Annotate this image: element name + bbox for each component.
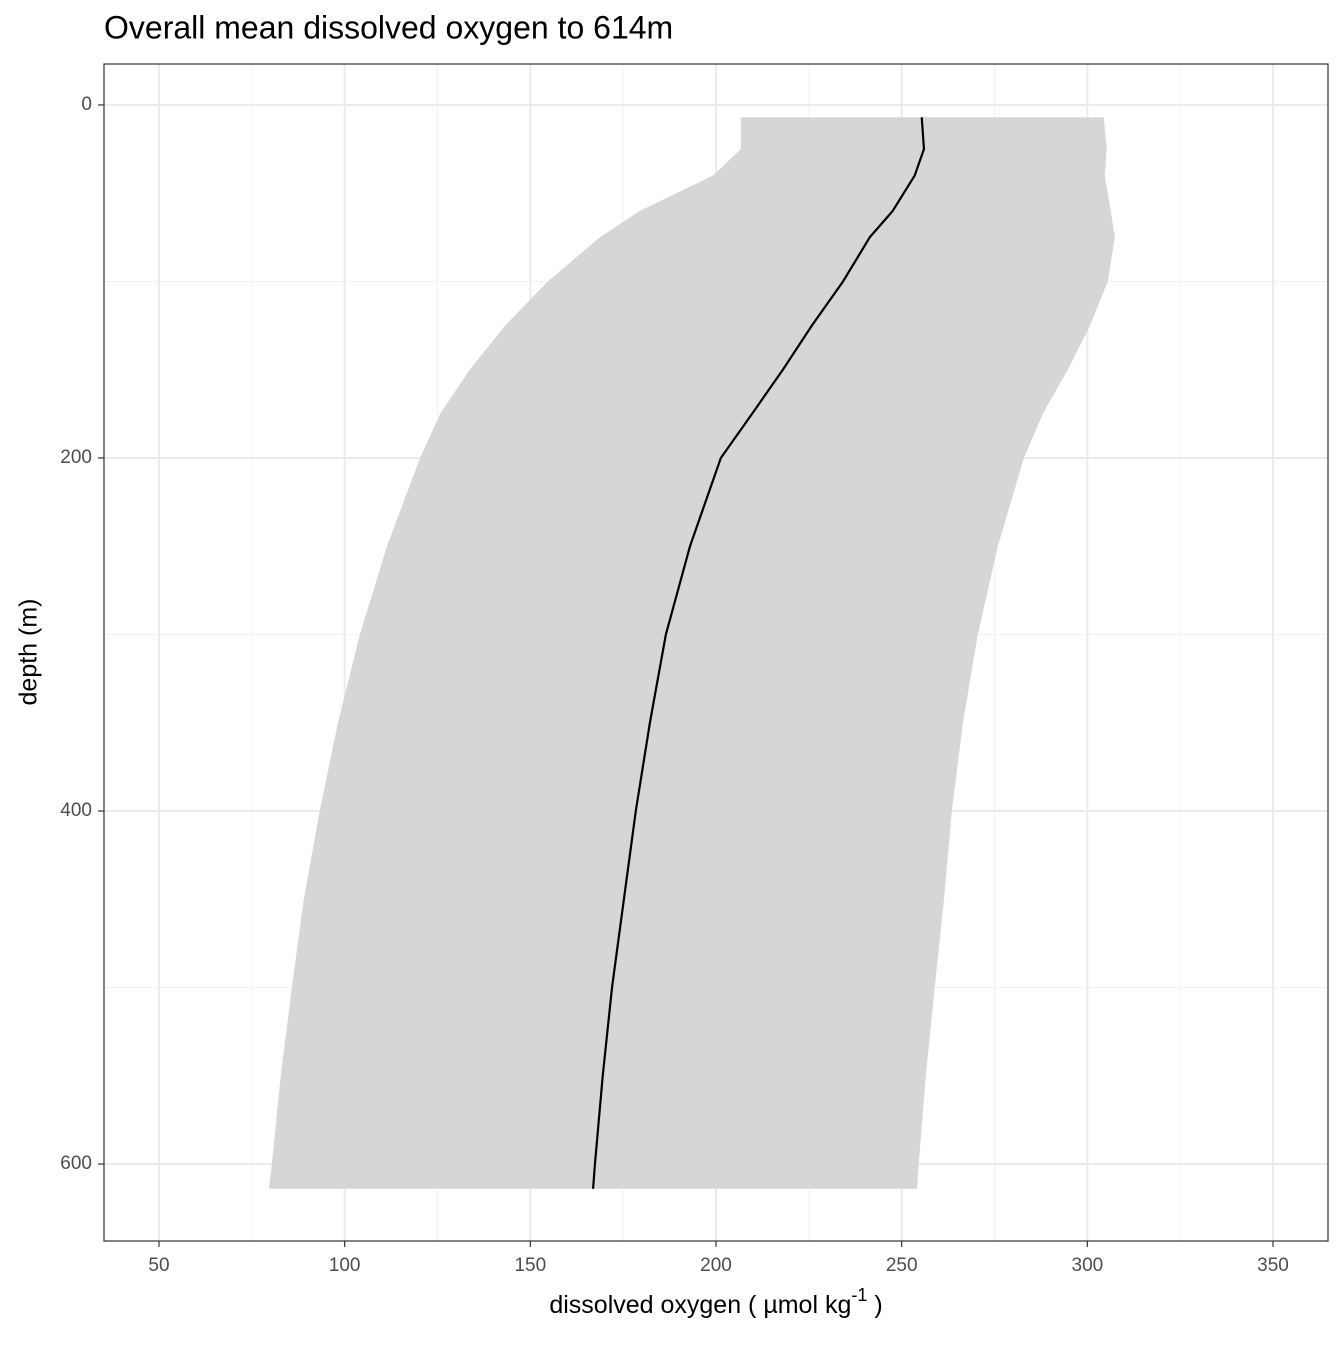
y-tick-label: 400: [60, 800, 92, 821]
ribbon: [268, 117, 1115, 1189]
x-tick-label: 250: [886, 1255, 918, 1276]
y-tick-label: 600: [60, 1153, 92, 1174]
x-tick-label: 50: [148, 1255, 169, 1276]
mean-line: [591, 117, 926, 1189]
x-axis-title-sup: -1: [851, 1285, 867, 1305]
x-axis-title: dissolved oxygen ( µmol kg-1 ): [549, 1285, 882, 1319]
y-tick-label: 200: [60, 447, 92, 468]
x-tick-label: 300: [1072, 1255, 1104, 1276]
x-tick-label: 100: [329, 1255, 361, 1276]
x-axis-title-main: dissolved oxygen ( µmol kg: [549, 1291, 851, 1319]
x-tick-label: 200: [700, 1255, 732, 1276]
x-tick-label: 150: [514, 1255, 546, 1276]
y-axis-title: depth (m): [15, 599, 43, 706]
y-tick-label: 0: [81, 94, 92, 115]
chart-title: Overall mean dissolved oxygen to 614m: [104, 9, 673, 45]
x-axis-title-end: ): [867, 1291, 882, 1319]
x-tick-label: 350: [1257, 1255, 1289, 1276]
